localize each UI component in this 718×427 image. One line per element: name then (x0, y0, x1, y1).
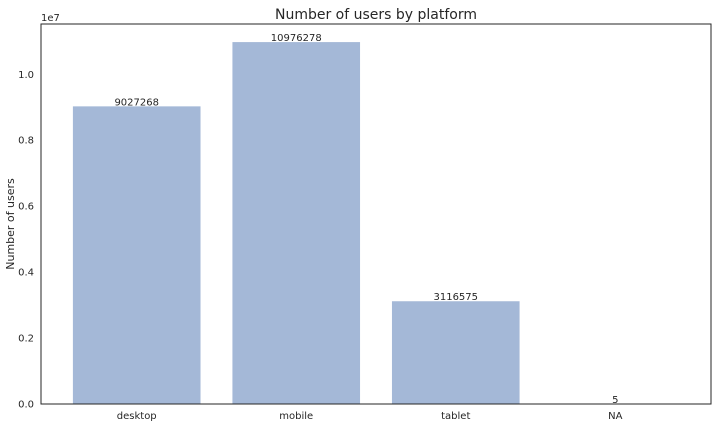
x-tick-label-tablet: tablet (441, 411, 470, 422)
plot-frame (40, 23, 712, 405)
y-ticks-layer: 0.0 0.2 0.4 0.6 0.8 1.0 (18, 70, 34, 411)
y-axis-label: Number of users (4, 178, 17, 270)
data-label-desktop: 9027268 (114, 97, 159, 108)
bar-desktop (72, 106, 201, 405)
x-tick-label-desktop: desktop (117, 411, 157, 422)
bars-layer (72, 42, 680, 405)
data-label-mobile: 10976278 (271, 33, 322, 44)
y-tick-label: 0.0 (18, 400, 34, 411)
x-ticks-layer: desktop mobile tablet NA (117, 411, 623, 422)
y-tick-label: 1.0 (18, 70, 34, 81)
bar-tablet (391, 301, 520, 404)
y-tick-label: 0.4 (18, 268, 34, 279)
x-tick-label-mobile: mobile (279, 411, 313, 422)
bar-mobile (232, 42, 361, 404)
y-tick-label: 0.6 (18, 202, 34, 213)
data-label-na: 5 (612, 395, 618, 406)
chart-title: Number of users by platform (275, 7, 477, 23)
y-tick-label: 0.8 (18, 136, 34, 147)
data-label-tablet: 3116575 (433, 292, 478, 303)
y-offset-text: 1e7 (41, 13, 60, 24)
data-labels-layer: 9027268 10976278 3116575 5 (114, 33, 618, 406)
x-tick-label-na: NA (608, 411, 622, 422)
y-tick-label: 0.2 (18, 334, 34, 345)
